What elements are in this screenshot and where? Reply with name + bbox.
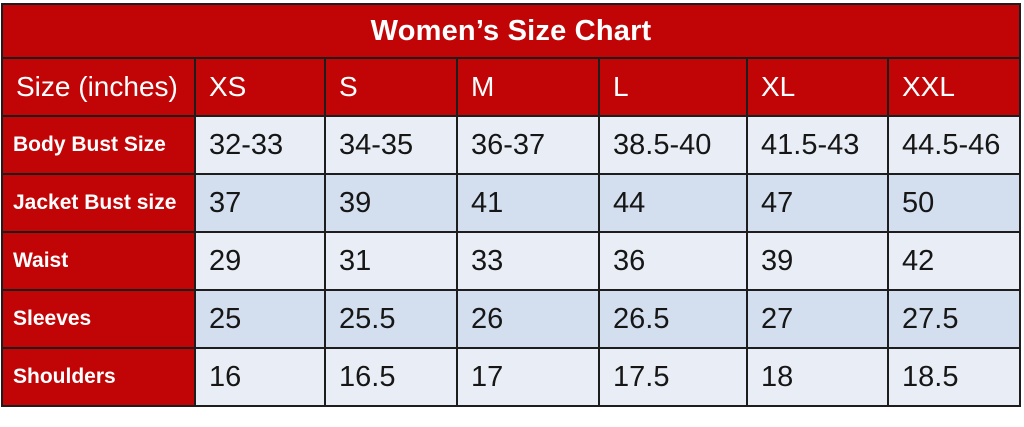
size-value-cell: 50 (886, 173, 1022, 233)
size-value-cell: 17.5 (598, 347, 748, 407)
size-value-cell: 26 (456, 289, 600, 349)
size-value-cell: 25 (194, 289, 326, 349)
chart-title: Women’s Size Chart (0, 3, 1022, 59)
size-chart-container: Women’s Size Chart Size (inches) XS S M L XL… (0, 3, 1022, 407)
size-value-cell: 36-37 (456, 115, 600, 175)
table-row: Shoulders 16 16.5 17 17.5 18 18.5 (1, 347, 1022, 407)
row-label: Shoulders (1, 347, 196, 407)
size-value-cell: 41 (456, 173, 600, 233)
column-header-size: L (598, 57, 748, 117)
table-row: Sleeves 25 25.5 26 26.5 27 27.5 (1, 289, 1022, 349)
column-header-size: XXL (886, 57, 1022, 117)
row-label: Waist (1, 231, 196, 291)
size-value-cell: 41.5-43 (746, 115, 889, 175)
title-row: Women’s Size Chart (0, 3, 1022, 59)
size-value-cell: 42 (886, 231, 1022, 291)
size-value-cell: 27.5 (886, 289, 1022, 349)
size-value-cell: 26.5 (598, 289, 748, 349)
size-value-cell: 36 (598, 231, 748, 291)
size-header-row: Size (inches) XS S M L XL XXL (1, 57, 1022, 117)
size-value-cell: 34-35 (324, 115, 458, 175)
table-row: Body Bust Size 32-33 34-35 36-37 38.5-40 41.5… (1, 115, 1022, 175)
corner-header-size-inches: Size (inches) (1, 57, 196, 117)
size-value-cell: 44 (598, 173, 748, 233)
row-label: Sleeves (1, 289, 196, 349)
size-value-cell: 32-33 (194, 115, 326, 175)
size-value-cell: 27 (746, 289, 889, 349)
column-header-size: M (456, 57, 600, 117)
size-value-cell: 44.5-46 (886, 115, 1022, 175)
size-value-cell: 18.5 (886, 347, 1022, 407)
column-header-size: XL (746, 57, 889, 117)
womens-size-chart-table: Women’s Size Chart Size (inches) XS S M L XL… (0, 3, 1022, 407)
size-value-cell: 17 (456, 347, 600, 407)
row-label: Jacket Bust size (1, 173, 196, 233)
size-value-cell: 38.5-40 (598, 115, 748, 175)
size-value-cell: 25.5 (324, 289, 458, 349)
size-value-cell: 31 (324, 231, 458, 291)
column-header-size: S (324, 57, 458, 117)
column-header-size: XS (194, 57, 326, 117)
size-value-cell: 29 (194, 231, 326, 291)
size-value-cell: 47 (746, 173, 889, 233)
table-row: Jacket Bust size 37 39 41 44 47 50 (1, 173, 1022, 233)
size-value-cell: 16 (194, 347, 326, 407)
size-value-cell: 39 (324, 173, 458, 233)
size-value-cell: 18 (746, 347, 889, 407)
table-row: Waist 29 31 33 36 39 42 (1, 231, 1022, 291)
row-label: Body Bust Size (1, 115, 196, 175)
size-value-cell: 33 (456, 231, 600, 291)
size-value-cell: 37 (194, 173, 326, 233)
size-value-cell: 16.5 (324, 347, 458, 407)
size-value-cell: 39 (746, 231, 889, 291)
